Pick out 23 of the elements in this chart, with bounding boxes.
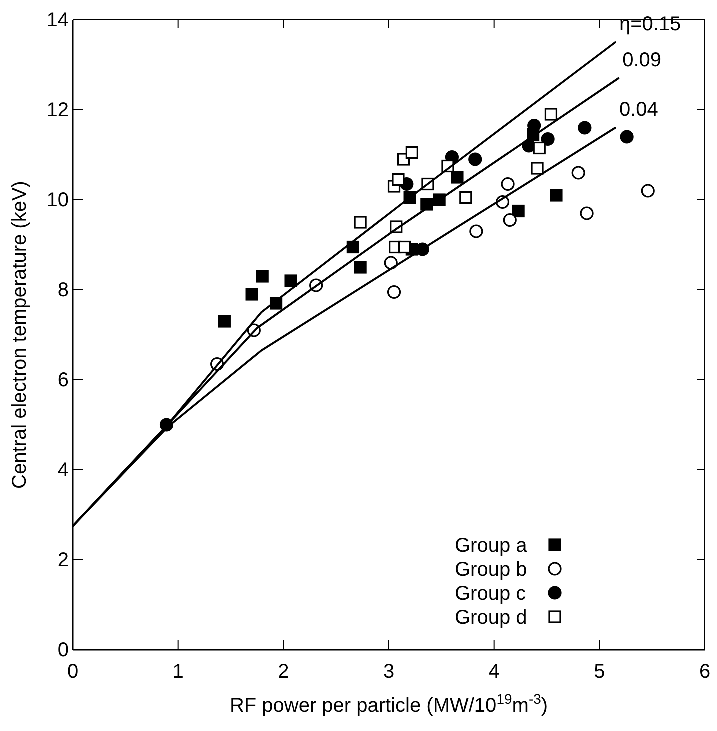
y-tick-label: 6 [58, 369, 69, 392]
y-tick-label: 8 [58, 279, 69, 302]
y-tick-label: 2 [58, 549, 69, 572]
legend-label: Group c [455, 583, 526, 605]
x-tick-label: 2 [278, 661, 290, 684]
legend-label: 0.04 [619, 99, 658, 121]
y-tick-label: 12 [46, 99, 69, 122]
x-tick-label: 5 [594, 661, 606, 684]
series-label: η=0.15 [619, 14, 682, 36]
y-axis-title: Central electron temperature (keV) [9, 181, 31, 489]
y-tick-label: 0 [58, 639, 69, 662]
legend-label: Group b [455, 559, 528, 581]
series-label: 0.09 [622, 50, 662, 72]
x-axis-title: RF power per particle (MW/10$^{19}$m$^{-3}$) [230, 691, 548, 717]
x-tick-label: 3 [383, 661, 395, 684]
x-tick-label: 6 [699, 661, 711, 684]
x-tick-label: 4 [488, 661, 500, 684]
x-tick-label: 1 [172, 661, 184, 684]
y-tick-label: 4 [58, 459, 69, 482]
legend-label: Group d [455, 607, 528, 629]
legend-label: Group a [455, 535, 528, 557]
y-tick-label: 14 [46, 9, 69, 32]
y-tick-label: 10 [46, 189, 69, 212]
